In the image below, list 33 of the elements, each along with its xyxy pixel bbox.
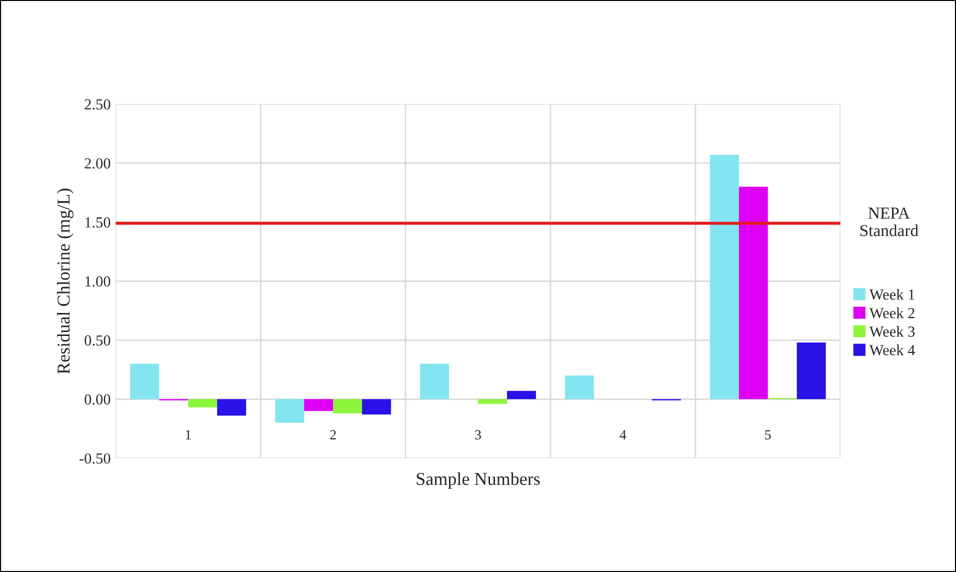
bar (362, 399, 392, 415)
bar (304, 399, 334, 411)
legend-label: Week 3 (869, 326, 915, 337)
bar (130, 364, 160, 400)
x-axis-title: Sample Numbers (416, 472, 540, 489)
y-tick-label: 1.00 (85, 276, 110, 287)
x-tick-label: 3 (475, 430, 481, 440)
bar (420, 364, 450, 400)
ref-line-label: NEPA Standard (860, 208, 918, 236)
bar (333, 399, 362, 414)
y-axis-title: Residual Chlorine (mg/L) (57, 188, 74, 374)
x-tick-label: 2 (330, 430, 336, 440)
y-tick-label: -0.50 (80, 453, 110, 464)
x-tick-label: 5 (765, 430, 771, 440)
legend-label: Week 2 (869, 307, 914, 318)
y-tick-label: 0.50 (84, 335, 110, 346)
bar (188, 399, 218, 408)
y-tick-label: 2.00 (84, 158, 110, 169)
y-tick-label: 0.00 (84, 394, 110, 405)
bar (275, 399, 304, 423)
x-tick-label: 4 (620, 430, 626, 440)
bar (710, 154, 739, 400)
bar (738, 186, 768, 400)
legend-label: Week 1 (869, 288, 914, 300)
legend-label: Week 4 (869, 344, 915, 356)
bar (478, 399, 507, 404)
y-tick-label: 1.50 (85, 217, 110, 228)
x-tick-label: 1 (186, 430, 191, 440)
bar (217, 399, 246, 416)
bar (506, 390, 536, 400)
y-tick-label: 2.50 (84, 99, 110, 110)
bar (564, 376, 594, 400)
bar (796, 342, 826, 400)
